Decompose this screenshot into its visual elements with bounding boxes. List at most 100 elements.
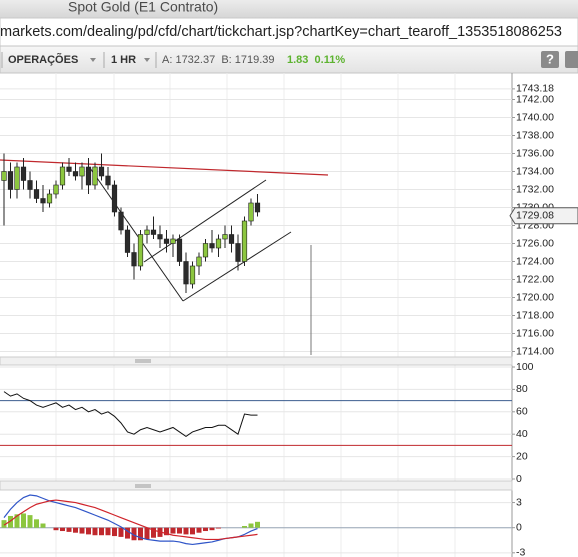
candle-body bbox=[111, 184, 118, 213]
url: markets.com/dealing/pd/cfd/chart/tickcha… bbox=[0, 24, 562, 40]
candle-body bbox=[59, 166, 66, 186]
window-title: Spot Gold (E1 Contrato) bbox=[68, 0, 218, 15]
candle-body bbox=[7, 171, 14, 190]
y-tick-label: 1740.00 bbox=[516, 111, 554, 123]
y-tick-label: 0 bbox=[516, 521, 522, 533]
histogram-bar bbox=[248, 523, 254, 528]
y-tick-label: 1726.00 bbox=[516, 237, 554, 249]
candle-body bbox=[176, 238, 183, 262]
histogram-bar bbox=[14, 514, 20, 528]
histogram-bar bbox=[79, 527, 85, 534]
histogram-bar bbox=[196, 527, 202, 533]
last-price-label: 1729.08 bbox=[516, 210, 554, 222]
candle-body bbox=[170, 238, 176, 244]
candle-body bbox=[228, 234, 235, 244]
help-button[interactable] bbox=[541, 51, 559, 68]
y-tick-label: 1718.00 bbox=[516, 309, 554, 321]
candle-body bbox=[144, 229, 150, 235]
trend-line[interactable] bbox=[182, 231, 292, 302]
help-icon: ? bbox=[546, 51, 554, 66]
candle-body bbox=[40, 198, 46, 204]
y-tick-label: 100 bbox=[516, 361, 534, 373]
trend-line[interactable] bbox=[89, 167, 184, 302]
quote: A: 1732.37 B: 1719.39 bbox=[162, 54, 275, 66]
y-tick-label: 0 bbox=[516, 473, 522, 485]
tearoff-button[interactable] bbox=[565, 51, 578, 68]
y-tick-label: 60 bbox=[516, 406, 528, 418]
candle-body bbox=[92, 166, 98, 186]
candle-body bbox=[215, 238, 222, 249]
y-tick-label: 40 bbox=[516, 428, 528, 440]
trend-line[interactable] bbox=[0, 159, 329, 176]
histogram-bar bbox=[209, 527, 215, 531]
candle-body bbox=[157, 234, 163, 240]
dropdown-arrow bbox=[90, 58, 96, 62]
y-tick-label: 3 bbox=[516, 496, 522, 508]
candle-body bbox=[254, 202, 261, 213]
y-tick-label: 1743.18 bbox=[516, 83, 554, 95]
macd-line bbox=[3, 494, 258, 546]
y-tick-label: 1720.00 bbox=[516, 291, 554, 303]
histogram-bar bbox=[255, 521, 260, 528]
candle-body bbox=[150, 229, 157, 235]
histogram-bar bbox=[118, 527, 124, 537]
histogram-bar bbox=[151, 527, 156, 538]
candle-body bbox=[1, 171, 7, 181]
histogram-bar bbox=[8, 515, 13, 528]
macd-line bbox=[3, 499, 258, 541]
change: 1.83 0.11% bbox=[287, 54, 345, 66]
operations-menu[interactable]: OPERAÇÕES bbox=[8, 53, 78, 66]
y-tick-label: 1734.00 bbox=[516, 165, 554, 177]
histogram-bar bbox=[125, 527, 130, 539]
candle-body bbox=[20, 166, 27, 181]
histogram-bar bbox=[92, 527, 98, 536]
histogram-bar bbox=[131, 527, 137, 541]
candle-body bbox=[98, 166, 105, 177]
histogram-bar bbox=[164, 527, 169, 536]
histogram-bar bbox=[66, 527, 72, 532]
histogram-bar bbox=[190, 527, 195, 535]
candle-body bbox=[72, 171, 79, 177]
candle-body bbox=[137, 234, 144, 267]
candle-body bbox=[46, 193, 53, 204]
histogram-bar bbox=[138, 527, 143, 541]
candle-body bbox=[209, 243, 215, 249]
candle-body bbox=[222, 234, 228, 240]
histogram-bar bbox=[144, 527, 150, 540]
candle-body bbox=[14, 166, 20, 190]
histogram-bar bbox=[99, 527, 104, 536]
candle-body bbox=[189, 265, 196, 285]
candle-body bbox=[105, 175, 111, 186]
histogram-bar bbox=[183, 527, 189, 535]
candle-body bbox=[248, 202, 254, 222]
rsi-line bbox=[3, 391, 258, 438]
panel-splitter[interactable] bbox=[0, 480, 513, 491]
drawings bbox=[0, 159, 329, 355]
y-tick-label: 1714.00 bbox=[516, 345, 554, 357]
candle-body bbox=[131, 252, 137, 267]
candle-body bbox=[118, 211, 124, 231]
candle-body bbox=[66, 166, 72, 172]
histogram-bar bbox=[242, 526, 247, 528]
candle-body bbox=[196, 256, 202, 267]
panel-splitter[interactable] bbox=[0, 356, 513, 366]
histogram-bar bbox=[203, 527, 208, 532]
candle-body bbox=[85, 166, 92, 186]
histogram-bar bbox=[73, 527, 78, 533]
histogram-bar bbox=[216, 527, 221, 529]
histogram-bar bbox=[60, 527, 65, 532]
y-tick-label: 1742.00 bbox=[516, 93, 554, 105]
splitter-grip bbox=[135, 484, 151, 488]
candle-body bbox=[53, 184, 59, 195]
y-tick-label: 1722.00 bbox=[516, 273, 554, 285]
trend-line[interactable] bbox=[143, 179, 267, 263]
interval-menu[interactable]: 1 HR bbox=[111, 54, 136, 66]
candle-body bbox=[27, 180, 33, 190]
histogram-bar bbox=[40, 523, 46, 528]
dropdown-arrow bbox=[144, 58, 150, 62]
histogram-bar bbox=[1, 520, 7, 528]
histogram-bar bbox=[177, 527, 182, 534]
histogram-bar bbox=[34, 519, 39, 528]
